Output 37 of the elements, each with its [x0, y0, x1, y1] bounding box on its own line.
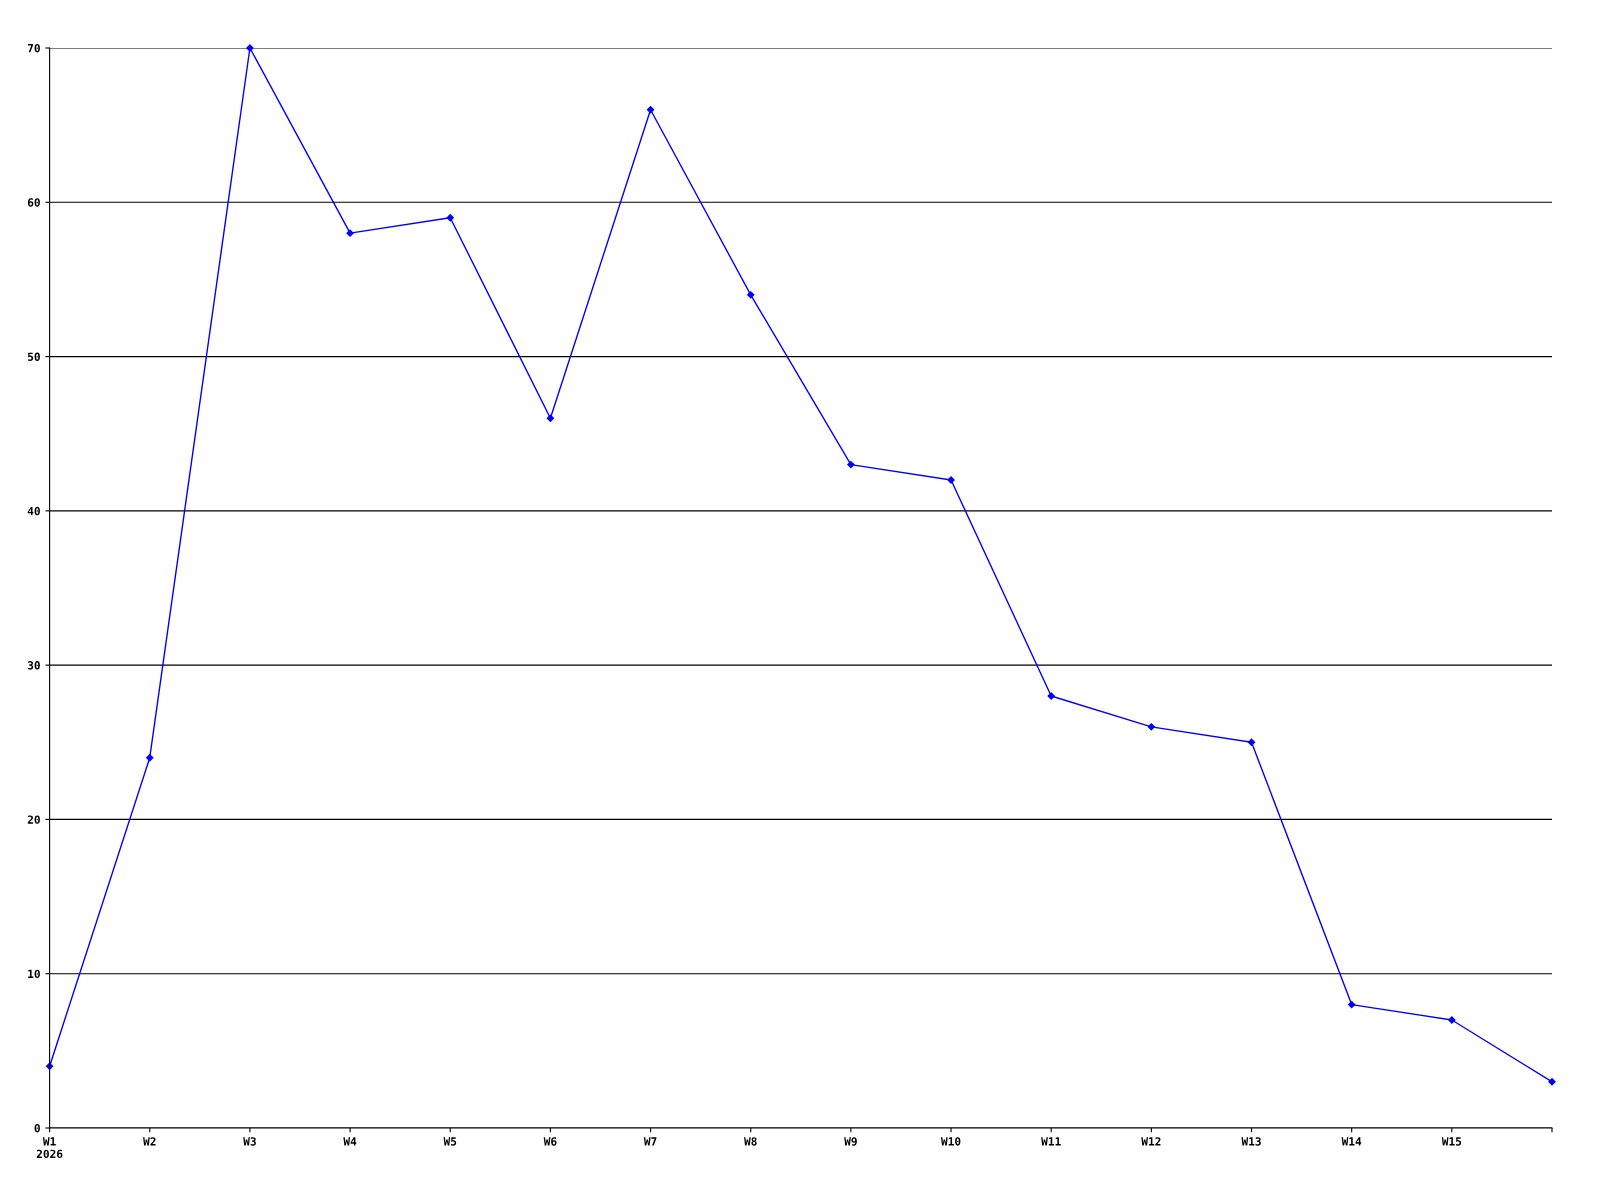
y-tick-label: 20 [27, 815, 40, 824]
point [546, 414, 555, 422]
point [346, 229, 354, 237]
x-tick-label: W9 [844, 1137, 857, 1146]
y-tick-label: 70 [27, 43, 40, 53]
x-tick-label: W13 [1241, 1137, 1261, 1146]
point [1548, 1078, 1556, 1086]
y-tick-label: 40 [27, 506, 40, 516]
x-tick-label: W11 [1041, 1137, 1061, 1146]
point [446, 214, 454, 222]
point [1448, 1016, 1456, 1024]
y-tick-label: 10 [28, 969, 40, 979]
y-tick-label: 50 [27, 352, 40, 361]
point [847, 460, 855, 469]
x-tick-label: W14 [1341, 1137, 1362, 1146]
x-tick-label: W10 [941, 1137, 961, 1146]
y-tick-label: 30 [27, 661, 40, 670]
x-tick-label: W2 [143, 1137, 156, 1146]
x-tick-label: W7 [643, 1137, 657, 1146]
point [747, 291, 755, 299]
y-tick-label: 0 [34, 1123, 40, 1133]
point [1348, 1000, 1356, 1009]
point [246, 44, 254, 52]
x-tick-label: W8 [744, 1137, 757, 1146]
x-tick-label: W1 2026 [36, 1137, 63, 1159]
point [1047, 692, 1055, 700]
point [1147, 723, 1156, 731]
y-tick-label: 60 [27, 198, 40, 207]
x-tick-label: W4 [343, 1137, 357, 1146]
point [1247, 738, 1256, 746]
point [646, 106, 655, 114]
x-tick-label: W3 [243, 1137, 256, 1146]
x-tick-label: W6 [543, 1137, 557, 1146]
x-tick-label: W12 [1141, 1137, 1161, 1146]
point [146, 754, 154, 762]
x-tick-label: W15 [1441, 1137, 1462, 1146]
x-tick-label: W5 [443, 1137, 457, 1146]
